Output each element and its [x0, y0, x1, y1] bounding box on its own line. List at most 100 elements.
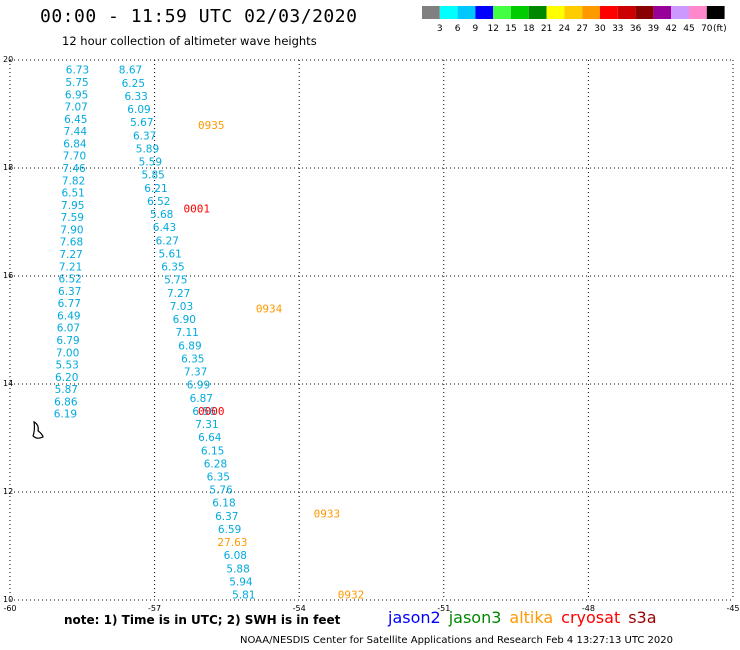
swh-value-label: 6.43	[153, 222, 176, 234]
footer-credit: NOAA/NESDIS Center for Satellite Applica…	[240, 635, 673, 646]
swh-value-label: 5.61	[158, 248, 181, 260]
colorbar-swatch	[706, 6, 725, 19]
swh-value-label: 6.84	[63, 138, 87, 150]
swh-value-label: 6.15	[201, 445, 224, 457]
colorbar-swatch	[617, 6, 636, 19]
swh-value-label: 7.44	[64, 126, 88, 138]
lat-tick-label: 14	[3, 379, 13, 388]
lat-tick-label: 20	[3, 55, 13, 64]
page-subtitle: 12 hour collection of altimeter wave hei…	[62, 34, 317, 48]
swh-value-label: 6.25	[122, 78, 145, 90]
swh-value-label: 6.86	[54, 396, 78, 408]
swh-value-label: 6.35	[207, 472, 230, 484]
swh-value-label: 6.35	[181, 353, 204, 365]
swh-value-label: 7.27	[167, 288, 190, 300]
swh-value-label: 6.49	[57, 310, 80, 322]
swh-value-label: 5.68	[150, 209, 173, 221]
swh-value-label: 5.94	[229, 576, 253, 588]
lon-tick-label: -54	[293, 604, 306, 613]
island-outline	[32, 420, 44, 439]
swh-value-label: 7.68	[60, 237, 83, 249]
colorbar-label: 27	[576, 24, 587, 34]
swh-value-label: 5.75	[164, 275, 187, 287]
colorbar-label: 6	[455, 24, 461, 34]
lon-tick-label: -51	[437, 604, 450, 613]
legend-jason3: jason3	[448, 608, 502, 627]
swh-value-label: 6.28	[204, 458, 227, 470]
legend-altika: altika	[509, 608, 554, 627]
colorbar-swatch	[564, 6, 583, 19]
colorbar-swatch	[493, 6, 511, 19]
lon-tick-label: -45	[726, 604, 739, 613]
colorbar-swatch	[689, 6, 707, 19]
swh-value-label: 6.64	[198, 432, 222, 444]
swh-value-label: 6.37	[215, 511, 238, 523]
legend-cryosat: cryosat	[561, 608, 621, 627]
swh-value-label: 7.90	[60, 224, 83, 236]
swh-value-label: 6.77	[58, 298, 81, 310]
colorbar-label: 3	[437, 24, 443, 34]
colorbar-label: 36	[630, 24, 642, 34]
time-label: 0935	[198, 119, 225, 132]
swh-value-label: 6.07	[57, 323, 80, 335]
swh-value-label: 7.27	[59, 249, 82, 261]
swh-value-label: 6.09	[127, 104, 150, 116]
time-label: 0001	[184, 203, 211, 216]
page-title: 00:00 - 11:59 UTC 02/03/2020	[40, 6, 358, 27]
swh-value-label: 6.59	[218, 524, 241, 536]
swh-value-label: 6.45	[64, 114, 87, 126]
colorbar-label: 33	[612, 24, 623, 34]
swh-value-label: 5.76	[209, 485, 233, 497]
swh-value-label: 8.67	[119, 65, 142, 77]
swh-value-label: 6.79	[56, 335, 79, 347]
swh-value-label: 6.27	[156, 235, 179, 247]
swh-value-label: 6.51	[61, 188, 84, 200]
swh-value-label: 6.99	[187, 380, 210, 392]
swh-value-label: 6.19	[54, 409, 77, 421]
time-label: 0933	[314, 508, 341, 521]
colorbar-label: 18	[523, 24, 535, 34]
swh-value-label: 6.95	[65, 89, 88, 101]
swh-value-label: 5.59	[139, 157, 162, 169]
note-text: note: 1) Time is in UTC; 2) SWH is in fe…	[64, 613, 341, 627]
swh-value-label: 5.89	[136, 143, 159, 155]
swh-value-label: 7.07	[64, 102, 87, 114]
colorbar-label: 30	[594, 24, 606, 34]
colorbar-swatch	[511, 6, 529, 19]
lon-tick-label: -48	[582, 604, 595, 613]
colorbar-swatch	[582, 6, 600, 19]
colorbar-label: 15	[505, 24, 516, 34]
swh-value-label: 6.89	[178, 340, 201, 352]
swh-value-label: 6.33	[124, 91, 147, 103]
colorbar-swatch	[671, 6, 689, 19]
time-label: 0932	[338, 589, 365, 602]
colorbar-label: 70	[701, 24, 713, 34]
swh-value-label: 6.90	[173, 314, 196, 326]
colorbar-label: 21	[541, 24, 552, 34]
swh-value-label: 7.37	[184, 367, 207, 379]
swh-value-label: 5.87	[55, 384, 78, 396]
colorbar-swatch	[422, 6, 440, 19]
colorbar-unit: (ft)	[713, 24, 727, 34]
colorbar-swatch	[475, 6, 494, 19]
swh-value-label: 6.20	[55, 372, 78, 384]
colorbar-swatch	[528, 6, 547, 19]
swh-value-label: 5.85	[141, 170, 164, 182]
swh-value-label: 7.46	[62, 163, 86, 175]
colorbar-label: 12	[487, 24, 498, 34]
swh-value-label: 7.95	[61, 200, 84, 212]
swh-value-label: 6.08	[224, 550, 247, 562]
swh-value-label: 6.18	[212, 498, 235, 510]
swh-value-label: 6.87	[190, 393, 213, 405]
lat-tick-label: 10	[3, 595, 13, 604]
legend-s3a: s3a	[628, 608, 657, 627]
swh-value-label: 7.82	[62, 175, 85, 187]
swh-value-label: 7.11	[175, 327, 198, 339]
satellite-legend: jason2 jason3 altika cryosat s3a	[388, 608, 665, 627]
colorbar-swatch	[457, 6, 476, 19]
colorbar-swatch	[546, 6, 565, 19]
swh-value-label: 5.67	[130, 117, 153, 129]
swh-value-label: 6.21	[144, 183, 167, 195]
